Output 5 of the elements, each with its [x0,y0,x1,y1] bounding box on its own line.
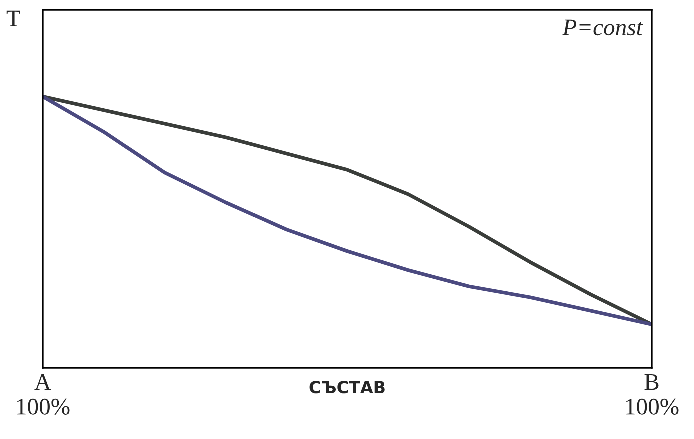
x-tick-label: B 100% [626,374,679,415]
y-axis-title: T [6,10,20,26]
x-axis-title: СЪСТАВ [310,381,385,394]
x-tick-label: A 100% [18,374,70,415]
text: P=const [562,20,644,36]
